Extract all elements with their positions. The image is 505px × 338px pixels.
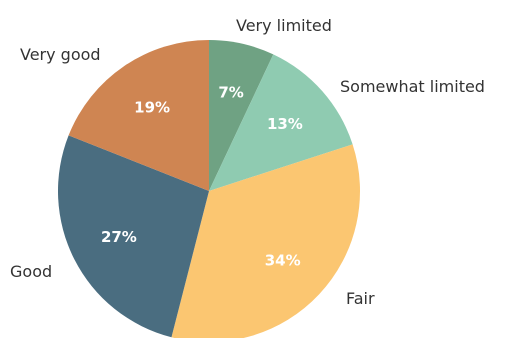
- pie-slice-very-good: [68, 39, 209, 191]
- percent-labels: 7% 13% 34% 27% 19%: [101, 83, 303, 269]
- category-label-good: Good: [10, 262, 52, 281]
- pie-slice-very-limited: [209, 40, 274, 191]
- pct-label-very-good: 19%: [134, 98, 170, 116]
- pie-slice-fair: [171, 144, 360, 338]
- pct-label-fair: 34%: [265, 251, 301, 269]
- pie-slices: [57, 39, 360, 338]
- category-label-very-limited: Very limited: [236, 16, 332, 35]
- category-label-very-good: Very good: [20, 45, 101, 64]
- pct-label-good: 27%: [101, 228, 137, 246]
- pct-label-somewhat-limited: 13%: [267, 115, 303, 133]
- pie-slice-somewhat-limited: [209, 54, 353, 192]
- category-label-somewhat-limited: Somewhat limited: [340, 77, 485, 96]
- category-label-fair: Fair: [346, 289, 375, 308]
- pie-slice-good: [57, 135, 209, 338]
- category-labels: Very limited Somewhat limited Fair Good Very…: [10, 16, 485, 308]
- pct-label-very-limited: 7%: [218, 83, 243, 101]
